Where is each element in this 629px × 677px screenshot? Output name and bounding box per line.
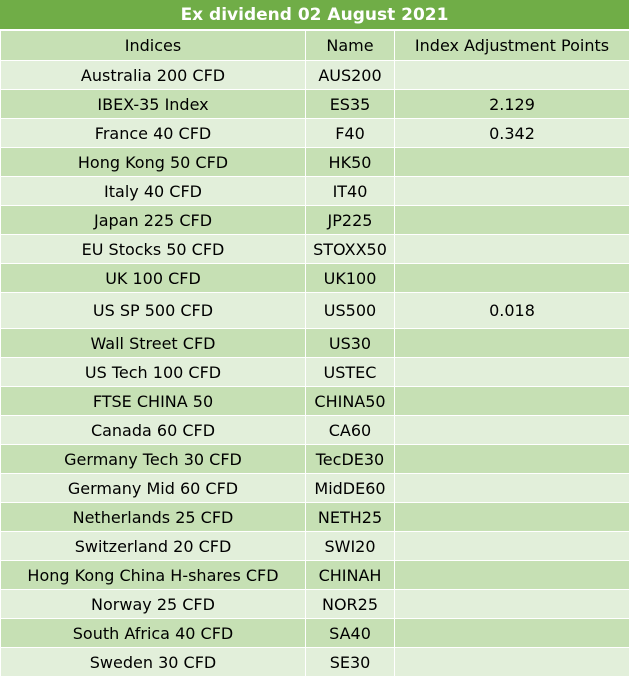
cell-index: US SP 500 CFD [1,293,306,329]
cell-name: HK50 [306,148,395,177]
cell-index: Sweden 30 CFD [1,648,306,677]
cell-adjustment-points [395,503,629,532]
cell-index: Norway 25 CFD [1,590,306,619]
cell-name: F40 [306,119,395,148]
cell-index: Netherlands 25 CFD [1,503,306,532]
cell-index: Germany Mid 60 CFD [1,474,306,503]
cell-name: ES35 [306,90,395,119]
dividend-table: Indices Name Index Adjustment Points Aus… [0,30,629,677]
cell-name: CHINA50 [306,387,395,416]
cell-index: Germany Tech 30 CFD [1,445,306,474]
cell-adjustment-points [395,648,629,677]
cell-index: Italy 40 CFD [1,177,306,206]
cell-adjustment-points [395,619,629,648]
cell-adjustment-points [395,148,629,177]
cell-name: AUS200 [306,61,395,90]
cell-name: SE30 [306,648,395,677]
cell-name: CHINAH [306,561,395,590]
sheet-title: Ex dividend 02 August 2021 [0,0,629,30]
cell-index: South Africa 40 CFD [1,619,306,648]
cell-index: Wall Street CFD [1,329,306,358]
cell-index: IBEX-35 Index [1,90,306,119]
cell-index: Hong Kong China H-shares CFD [1,561,306,590]
cell-adjustment-points [395,387,629,416]
cell-name: TecDE30 [306,445,395,474]
cell-adjustment-points [395,61,629,90]
cell-name: IT40 [306,177,395,206]
header-row: Indices Name Index Adjustment Points [1,31,629,61]
cell-name: NOR25 [306,590,395,619]
cell-name: US500 [306,293,395,329]
cell-adjustment-points [395,561,629,590]
cell-name: UK100 [306,264,395,293]
cell-adjustment-points: 0.342 [395,119,629,148]
cell-adjustment-points: 2.129 [395,90,629,119]
cell-name: US30 [306,329,395,358]
cell-index: US Tech 100 CFD [1,358,306,387]
cell-adjustment-points [395,358,629,387]
cell-name: STOXX50 [306,235,395,264]
cell-index: EU Stocks 50 CFD [1,235,306,264]
cell-name: USTEC [306,358,395,387]
cell-name: SWI20 [306,532,395,561]
cell-index: Japan 225 CFD [1,206,306,235]
cell-index: France 40 CFD [1,119,306,148]
cell-adjustment-points [395,416,629,445]
header-adjustment-points: Index Adjustment Points [395,31,629,61]
cell-adjustment-points [395,235,629,264]
header-name: Name [306,31,395,61]
cell-name: MidDE60 [306,474,395,503]
header-indices: Indices [1,31,306,61]
cell-adjustment-points [395,445,629,474]
cell-name: NETH25 [306,503,395,532]
cell-adjustment-points [395,177,629,206]
cell-index: Canada 60 CFD [1,416,306,445]
cell-index: FTSE CHINA 50 [1,387,306,416]
cell-adjustment-points [395,206,629,235]
cell-adjustment-points: 0.018 [395,293,629,329]
cell-index: Hong Kong 50 CFD [1,148,306,177]
cell-adjustment-points [395,532,629,561]
cell-adjustment-points [395,329,629,358]
cell-index: Australia 200 CFD [1,61,306,90]
cell-name: SA40 [306,619,395,648]
cell-index: UK 100 CFD [1,264,306,293]
cell-adjustment-points [395,590,629,619]
cell-adjustment-points [395,264,629,293]
cell-adjustment-points [395,474,629,503]
cell-index: Switzerland 20 CFD [1,532,306,561]
cell-name: CA60 [306,416,395,445]
cell-name: JP225 [306,206,395,235]
